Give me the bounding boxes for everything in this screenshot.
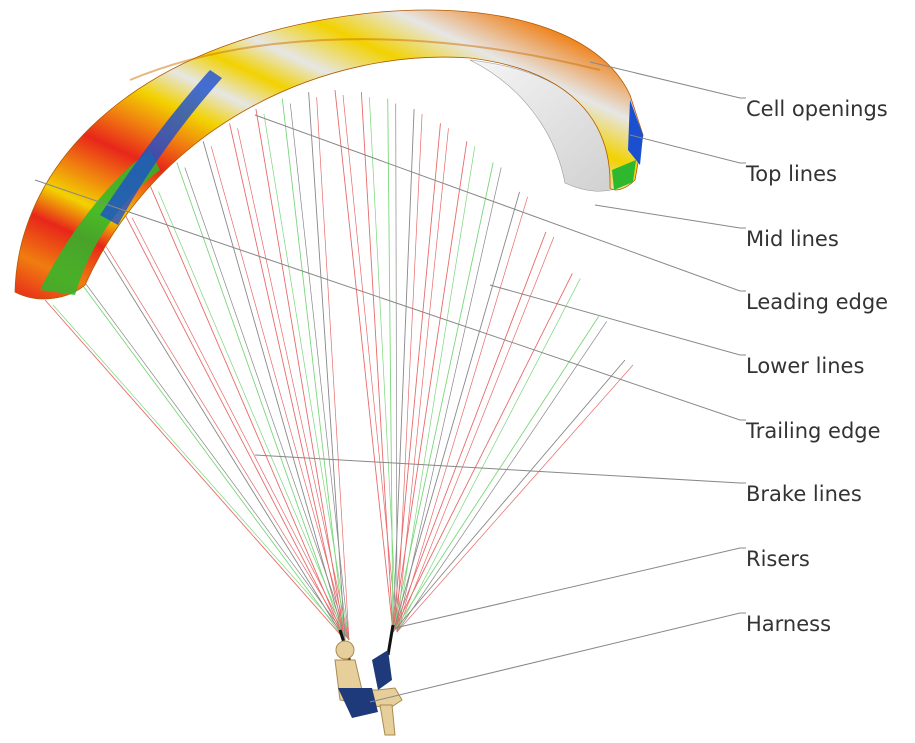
callout-label: Trailing edge (745, 419, 881, 443)
pilot (335, 641, 402, 735)
pilot-head (336, 641, 354, 659)
harness-seat (338, 688, 378, 718)
suspension-line (79, 275, 349, 640)
suspension-line (282, 99, 345, 640)
leader-line (395, 548, 746, 628)
leader-line (630, 135, 746, 163)
leader-line (370, 613, 746, 702)
pilot-legs (380, 705, 395, 735)
callout-label: Brake lines (746, 482, 862, 506)
callout-label: Mid lines (746, 227, 839, 251)
leader-line (490, 285, 746, 355)
suspension-line (393, 123, 440, 632)
callout-label: Cell openings (746, 97, 888, 121)
suspension-line (397, 197, 528, 632)
leader-line (255, 115, 746, 291)
suspension-line (393, 192, 520, 632)
suspension-line (53, 305, 349, 640)
suspension-line (45, 300, 345, 640)
suspension-line (158, 191, 349, 640)
leader-line (595, 205, 746, 228)
callout-label: Risers (746, 547, 810, 571)
callout-label: Leading edge (746, 290, 888, 314)
callout-label: Top lines (745, 162, 837, 186)
suspension-line (150, 186, 345, 640)
page: Cell openings Top lines Mid lines Leading e… (0, 0, 915, 739)
suspension-line (98, 241, 345, 640)
riser (388, 625, 393, 655)
suspension-line (185, 167, 349, 640)
paraglider-diagram: Cell openings Top lines Mid lines Leading e… (0, 0, 915, 739)
harness-back (372, 650, 392, 690)
suspension-line (132, 218, 349, 640)
suspension-line (124, 213, 345, 640)
suspension-line (369, 97, 397, 632)
callout-label: Lower lines (746, 354, 864, 378)
callout-label: Harness (746, 612, 831, 636)
canopy (15, 10, 643, 299)
